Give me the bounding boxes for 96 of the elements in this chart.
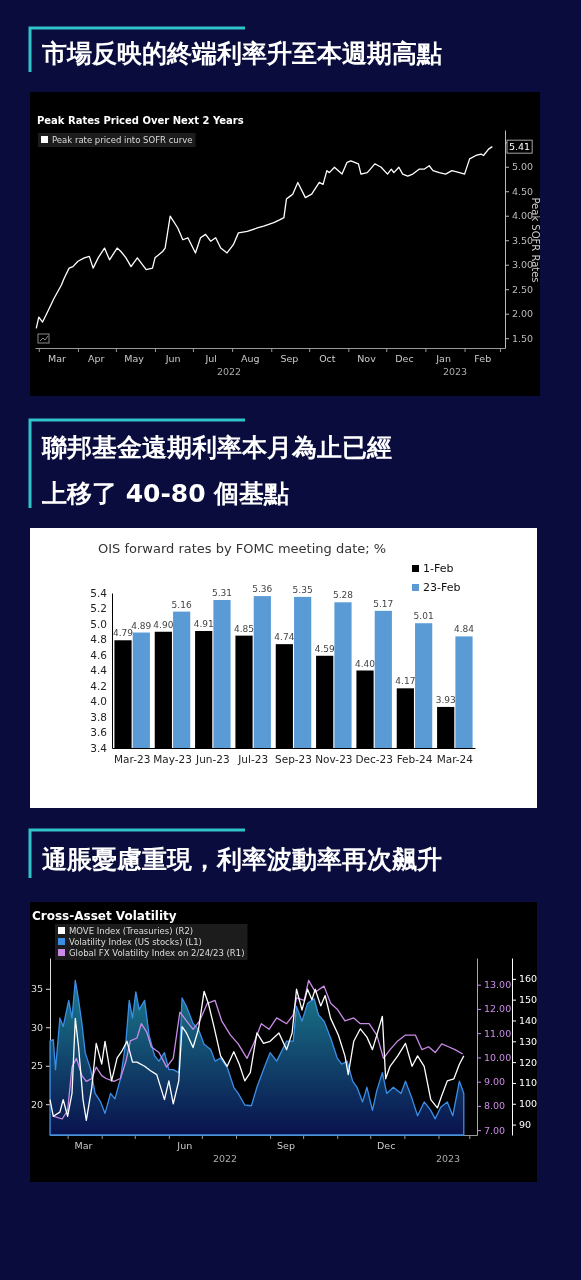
y-tick-label: 25 bbox=[30, 1060, 43, 1072]
y3-tick-label: 160 bbox=[519, 973, 538, 985]
y-tick-label: 2.50 bbox=[512, 283, 534, 295]
line-series bbox=[35, 146, 494, 330]
y-tick-label: 3.6 bbox=[90, 726, 108, 739]
data-label: 5.31 bbox=[211, 587, 232, 598]
x-tick-label: Jul-23 bbox=[237, 753, 269, 766]
text: 2023 bbox=[442, 366, 468, 377]
chart-subtitle: Peak Rates Priced Over Next 2 Years bbox=[37, 115, 244, 126]
y-tick-label: 5.00 bbox=[512, 161, 534, 173]
x-tick-label: Sep bbox=[280, 352, 299, 364]
text: 2022 bbox=[216, 366, 242, 377]
legend-label: Peak rate priced into SOFR curve bbox=[52, 135, 193, 145]
x-tick-label: Jun bbox=[164, 352, 181, 364]
data-label: 4.91 bbox=[193, 618, 214, 629]
data-label: 4.59 bbox=[314, 643, 335, 654]
y3-tick-label: 150 bbox=[519, 994, 538, 1006]
text: 2023 bbox=[435, 1153, 461, 1164]
data-label: 5.28 bbox=[332, 590, 354, 601]
x-tick-label: Dec-23 bbox=[355, 753, 393, 766]
data-label: 4.85 bbox=[234, 623, 255, 634]
x-tick-label: Mar-24 bbox=[436, 753, 474, 766]
y-tick-label: 4.2 bbox=[90, 679, 107, 692]
x-tick-label: Feb-24 bbox=[396, 753, 433, 766]
data-label: 4.74 bbox=[274, 632, 295, 643]
data-label: 5.01 bbox=[413, 611, 434, 622]
x-tick-label: May-23 bbox=[153, 753, 192, 766]
x-tick-label: Nov bbox=[357, 352, 377, 364]
data-label: 4.89 bbox=[131, 620, 152, 631]
y2-tick-label: 7.00 bbox=[484, 1124, 506, 1136]
y3-tick-label: 110 bbox=[519, 1077, 538, 1089]
y-tick-label: 4.6 bbox=[90, 648, 108, 661]
y2-tick-label: 10.00 bbox=[484, 1051, 512, 1063]
y3-tick-label: 90 bbox=[519, 1119, 532, 1131]
chart-title: 市場反映的終端利率升至本週期高點 bbox=[41, 39, 442, 68]
y-tick-label: 5.4 bbox=[90, 586, 108, 599]
x-tick-label: Feb bbox=[474, 352, 492, 364]
y-tick-label: 4.50 bbox=[512, 185, 534, 197]
legend-label: MOVE Index (Treasuries) (R2) bbox=[69, 926, 194, 936]
chart-title: 聯邦基金遠期利率本月為止已經上移了 40-80 個基點 bbox=[41, 433, 392, 508]
x-tick-label: Sep bbox=[277, 1139, 295, 1151]
data-label: 4.17 bbox=[395, 676, 416, 687]
chart-subtitle: OIS forward rates by FOMC meeting date; % bbox=[98, 541, 387, 556]
legend-label: 23-Feb bbox=[423, 581, 461, 594]
y-tick-label: 3.4 bbox=[90, 741, 108, 754]
x-tick-label: Jun-23 bbox=[195, 753, 230, 766]
x-tick-label: Aug bbox=[241, 352, 260, 364]
x-tick-label: Dec bbox=[395, 352, 414, 364]
y3-tick-label: 120 bbox=[519, 1056, 538, 1068]
y2-tick-label: 11.00 bbox=[484, 1027, 512, 1039]
y-tick-label: 5.0 bbox=[90, 617, 107, 630]
y2-tick-label: 8.00 bbox=[484, 1100, 506, 1112]
y-tick-label: 4.0 bbox=[90, 695, 107, 708]
y-tick-label: 35 bbox=[30, 983, 43, 995]
y2-tick-label: 12.00 bbox=[484, 1003, 512, 1015]
y-tick-label: 2.00 bbox=[512, 308, 534, 320]
x-tick-label: Mar-23 bbox=[114, 753, 151, 766]
legend-label: 1-Feb bbox=[423, 562, 454, 575]
text: 2022 bbox=[212, 1153, 238, 1164]
y3-tick-label: 140 bbox=[519, 1015, 538, 1027]
y3-tick-label: 130 bbox=[519, 1035, 538, 1047]
annotation: 5.41 bbox=[509, 141, 531, 153]
x-tick-label: Jul bbox=[204, 352, 217, 364]
data-label: 5.16 bbox=[171, 599, 192, 610]
x-tick-label: Mar bbox=[48, 352, 67, 364]
y2-tick-label: 9.00 bbox=[484, 1076, 506, 1088]
y-tick-label: 4.8 bbox=[90, 633, 107, 646]
y-tick-label: 30 bbox=[30, 1021, 43, 1033]
data-label: 3.93 bbox=[435, 694, 456, 705]
x-tick-label: Nov-23 bbox=[315, 753, 353, 766]
y-tick-label: 4.4 bbox=[90, 664, 108, 677]
data-label: 4.84 bbox=[453, 624, 475, 635]
data-label: 5.35 bbox=[292, 584, 313, 595]
x-tick-label: Jan bbox=[435, 352, 451, 364]
x-tick-label: May bbox=[124, 352, 145, 364]
y-tick-label: 3.8 bbox=[90, 710, 107, 723]
data-label: 5.17 bbox=[373, 598, 394, 609]
x-tick-label: Oct bbox=[319, 352, 336, 364]
y-tick-label: 1.50 bbox=[512, 332, 534, 344]
data-label: 4.90 bbox=[153, 619, 174, 630]
legend-label: Global FX Volatility Index on 2/24/23 (R1) bbox=[69, 948, 245, 958]
x-tick-label: Sep-23 bbox=[275, 753, 312, 766]
x-tick-label: Apr bbox=[87, 352, 105, 364]
legend-label: Volatility Index (US stocks) (L1) bbox=[69, 937, 202, 947]
chart-subtitle: Cross-Asset Volatility bbox=[32, 909, 177, 923]
y-tick-label: 20 bbox=[30, 1098, 43, 1110]
x-tick-label: Dec bbox=[376, 1139, 396, 1151]
chart-title: 通脹憂慮重現，利率波動率再次飆升 bbox=[42, 845, 442, 874]
x-tick-label: Jun bbox=[176, 1139, 193, 1151]
y2-tick-label: 13.00 bbox=[484, 979, 512, 991]
y3-tick-label: 100 bbox=[519, 1098, 538, 1110]
data-label: 4.40 bbox=[355, 658, 376, 669]
data-label: 5.36 bbox=[252, 584, 273, 595]
x-tick-label: Mar bbox=[74, 1139, 93, 1151]
data-label: 4.79 bbox=[113, 628, 134, 639]
y-tick-label: 5.2 bbox=[90, 602, 107, 615]
